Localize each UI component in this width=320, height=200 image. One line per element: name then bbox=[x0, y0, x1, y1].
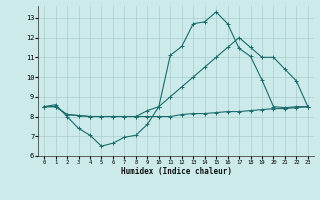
X-axis label: Humidex (Indice chaleur): Humidex (Indice chaleur) bbox=[121, 167, 231, 176]
